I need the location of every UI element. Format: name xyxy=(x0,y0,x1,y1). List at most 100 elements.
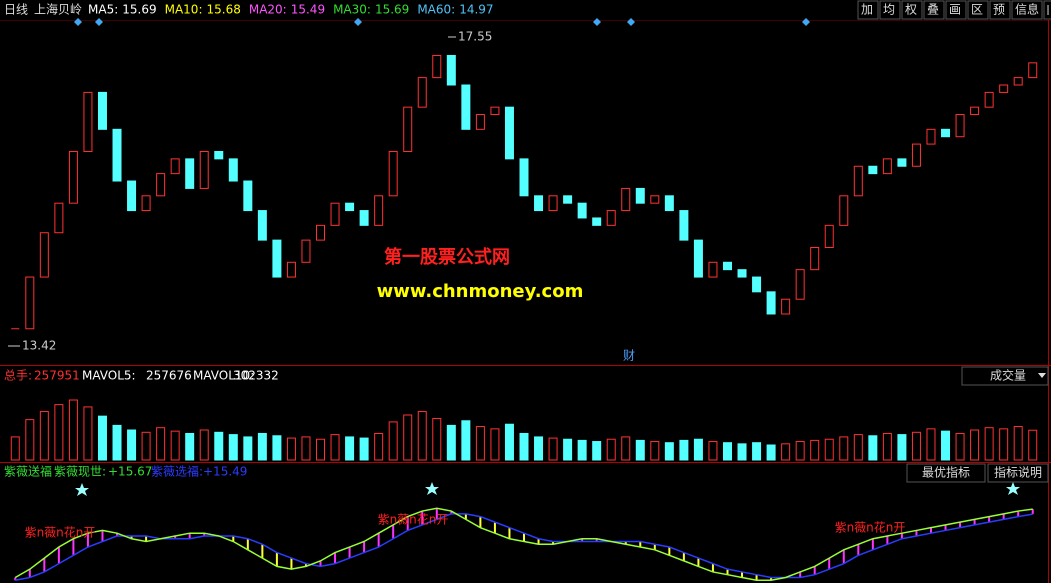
volume-bar xyxy=(359,437,369,461)
button-label[interactable]: 均 xyxy=(883,3,895,17)
candle xyxy=(83,91,93,152)
candle xyxy=(1013,77,1023,86)
button-frame[interactable] xyxy=(967,0,989,20)
volume-bar xyxy=(926,428,936,461)
volume-bar xyxy=(679,439,689,461)
indicator-help-button[interactable]: 指标说明 xyxy=(987,463,1049,483)
candle xyxy=(941,128,951,138)
button-label[interactable]: 预 xyxy=(993,3,1005,17)
candle xyxy=(606,210,616,226)
volume-bar xyxy=(199,429,209,461)
candle xyxy=(243,180,253,212)
volume-bar xyxy=(650,441,660,461)
collapse-button[interactable] xyxy=(1043,0,1051,20)
volume-bar xyxy=(868,435,878,461)
candle xyxy=(621,187,631,212)
ma-value: 14.97 xyxy=(459,3,493,17)
candle xyxy=(301,239,311,263)
toolbar-button[interactable]: 信息 xyxy=(1011,0,1043,20)
dropdown-label[interactable]: 成交量 xyxy=(990,368,1026,383)
volume-bar xyxy=(504,423,514,461)
candle xyxy=(97,91,107,130)
candle xyxy=(766,291,776,315)
candle xyxy=(504,106,514,160)
best-indicator-button[interactable]: 最优指标 xyxy=(906,463,986,483)
volume-bar xyxy=(345,436,355,461)
volume-bar xyxy=(984,427,994,461)
candle xyxy=(141,195,151,212)
button-label[interactable]: 区 xyxy=(971,3,983,17)
volume-bar xyxy=(112,424,122,461)
button-frame[interactable] xyxy=(945,0,967,20)
toolbar-button[interactable]: 叠 xyxy=(923,0,945,20)
volume-bar xyxy=(911,431,921,461)
volume-bar xyxy=(824,438,834,461)
annotation: 紫n薇n花n开 xyxy=(25,525,96,540)
candle xyxy=(156,173,166,197)
candle xyxy=(781,298,791,315)
indicator-panel xyxy=(14,507,1034,581)
candle xyxy=(199,150,209,189)
toolbar-button[interactable]: 加 xyxy=(857,0,879,20)
stock-name: 上海贝岭 xyxy=(34,2,82,17)
button-frame[interactable] xyxy=(857,0,879,20)
volume-bar xyxy=(519,432,529,461)
toolbar-button[interactable]: 画 xyxy=(945,0,967,20)
period: 日线 xyxy=(4,3,28,17)
button-frame[interactable] xyxy=(989,0,1011,20)
button-label[interactable]: 叠 xyxy=(927,3,939,17)
volume-bar xyxy=(97,415,107,461)
candle xyxy=(54,202,64,234)
button-icon[interactable] xyxy=(1047,5,1051,15)
volume-bar xyxy=(257,432,267,461)
candle xyxy=(635,187,645,204)
volume-bar xyxy=(432,417,442,461)
volume-dropdown[interactable]: 成交量 xyxy=(961,366,1049,386)
signal-diamonds xyxy=(74,18,810,26)
button-frame[interactable] xyxy=(901,0,923,20)
button-label[interactable]: 最优指标 xyxy=(922,465,970,480)
volume-panel xyxy=(10,399,1038,461)
candle xyxy=(461,84,471,130)
volume-bar xyxy=(461,420,471,461)
candle xyxy=(752,276,762,293)
button-label[interactable]: 权 xyxy=(905,3,917,17)
volume-bar xyxy=(563,438,573,461)
button-label[interactable]: 加 xyxy=(861,3,873,17)
button-label[interactable]: 指标说明 xyxy=(994,465,1042,480)
volume-bar xyxy=(286,437,296,461)
finance-marker[interactable]: 财 xyxy=(623,349,635,363)
toolbar-button[interactable]: 权 xyxy=(901,0,923,20)
toolbar-button[interactable]: 均 xyxy=(879,0,901,20)
candle xyxy=(868,165,878,175)
volume-bar xyxy=(534,436,544,461)
candle xyxy=(388,150,398,197)
candle xyxy=(664,195,674,212)
volume-bar xyxy=(214,431,224,461)
candle xyxy=(795,269,805,300)
candle xyxy=(185,158,195,189)
volume-bar xyxy=(25,419,35,461)
button-label[interactable]: 画 xyxy=(949,3,961,17)
volume-bar xyxy=(316,438,326,461)
toolbar-button[interactable]: 预 xyxy=(989,0,1011,20)
volume-bar xyxy=(10,436,20,461)
volume-bar xyxy=(330,434,340,461)
button-label[interactable]: 信息 xyxy=(1015,2,1039,17)
volume-bar xyxy=(752,442,762,461)
candle xyxy=(810,247,820,271)
candle xyxy=(25,276,35,330)
button-frame[interactable] xyxy=(1043,0,1051,20)
button-frame[interactable] xyxy=(1011,0,1043,20)
candle xyxy=(432,54,442,79)
volume-bar xyxy=(388,421,398,461)
button-frame[interactable] xyxy=(923,0,945,20)
toolbar-button[interactable]: 区 xyxy=(967,0,989,20)
volume-bar xyxy=(374,432,384,461)
candle xyxy=(214,150,224,160)
button-frame[interactable] xyxy=(879,0,901,20)
volume-bar xyxy=(592,441,602,461)
high-label: 17.55 xyxy=(458,30,492,44)
volume-bar xyxy=(941,430,951,461)
